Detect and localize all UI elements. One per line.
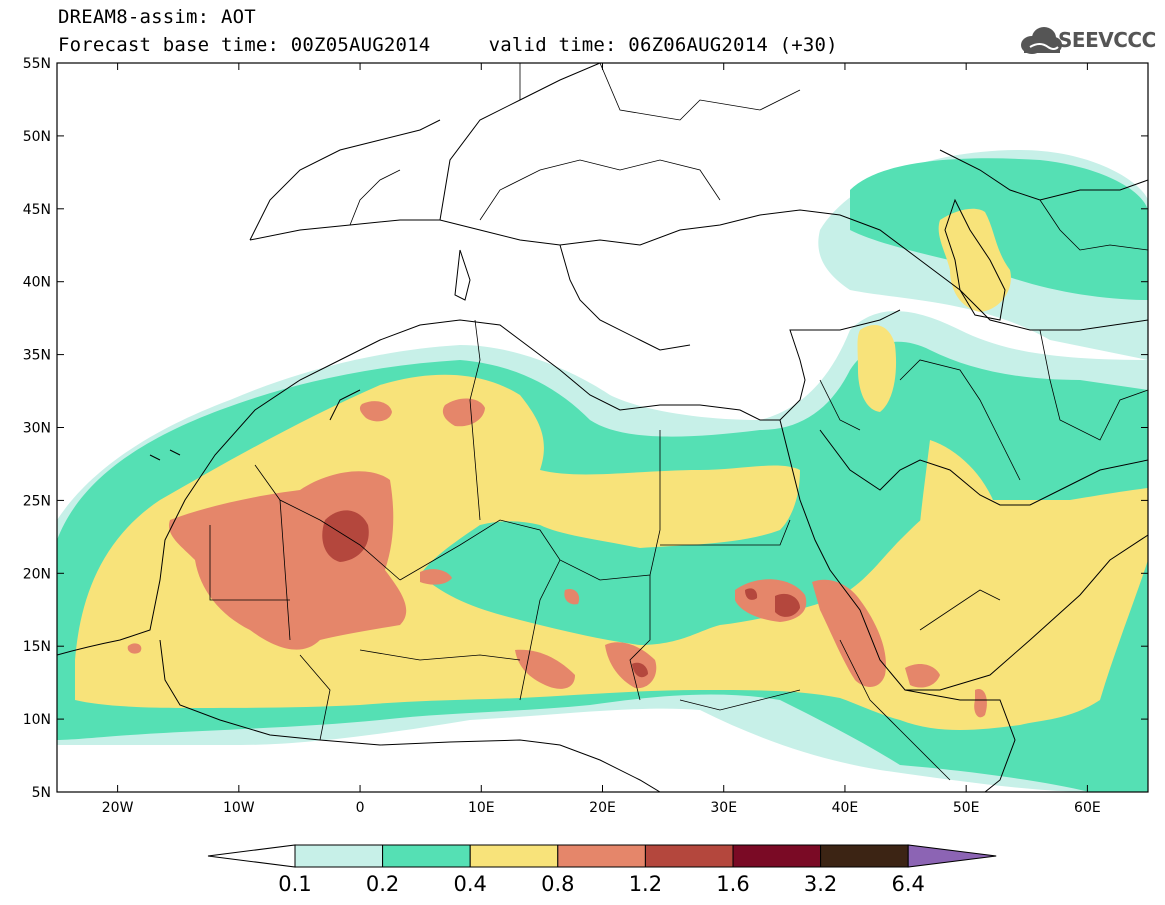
- colorbar-label: 6.4: [891, 872, 924, 896]
- y-tick-label: 35N: [23, 348, 51, 364]
- colorbar-segment: [820, 844, 909, 868]
- x-tick-label: 50E: [953, 800, 980, 816]
- map-title: DREAM8-assim: AOT: [58, 6, 256, 28]
- colorbar-high-triangle: [907, 844, 997, 868]
- x-tick-label: 10W: [223, 800, 255, 816]
- colorbar-label: 0.4: [453, 872, 486, 896]
- colorbar-segment: [732, 844, 822, 868]
- colorbar-segment: [469, 844, 559, 868]
- aot-shading: [57, 150, 1148, 792]
- forecast-time-line: Forecast base time: 00Z05AUG2014 valid t…: [58, 34, 838, 56]
- y-tick-label: 50N: [23, 129, 51, 145]
- colorbar-label: 0.8: [541, 872, 574, 896]
- colorbar-segment: [382, 844, 471, 868]
- colorbar-label: 1.2: [629, 872, 662, 896]
- y-tick-label: 25N: [23, 493, 51, 509]
- x-tick-label: 60E: [1074, 800, 1101, 816]
- colorbar-low-triangle: [207, 844, 296, 868]
- logo-text: SEEVCCC: [1058, 28, 1156, 52]
- x-tick-label: 30E: [710, 800, 737, 816]
- y-tick-label: 40N: [23, 275, 51, 291]
- country-borders: [209, 63, 1148, 781]
- y-tick-label: 55N: [23, 56, 51, 72]
- x-tick-label: 40E: [832, 800, 859, 816]
- cloud-logo-icon: [1021, 27, 1062, 54]
- x-tick-label: 0: [356, 800, 365, 816]
- coastlines: [57, 63, 1148, 792]
- x-tick-label: 10E: [468, 800, 495, 816]
- x-tick-label: 20W: [102, 800, 134, 816]
- y-tick-label: 10N: [23, 712, 51, 728]
- colorbar-segment: [644, 844, 734, 868]
- y-tick-label: 30N: [23, 421, 51, 437]
- colorbar-label: 0.1: [278, 872, 311, 896]
- x-axis: 20W 10W 0 10E 20E 30E 40E 50E 60E: [102, 63, 1101, 816]
- colorbar-label: 1.6: [716, 872, 749, 896]
- y-tick-label: 5N: [32, 785, 51, 801]
- y-axis: 5N 10N 15N 20N 25N 30N 35N 40N 45N 50N 55N: [23, 56, 1148, 801]
- colorbar-label: 3.2: [804, 872, 837, 896]
- y-tick-label: 15N: [23, 639, 51, 655]
- x-tick-label: 20E: [589, 800, 616, 816]
- colorbar: 0.1 0.2 0.4 0.8 1.2 1.6 3.2 6.4: [207, 844, 997, 896]
- colorbar-segment: [294, 844, 384, 868]
- colorbar-segment: [557, 844, 646, 868]
- y-tick-label: 45N: [23, 202, 51, 218]
- colorbar-label: 0.2: [366, 872, 399, 896]
- y-tick-label: 20N: [23, 566, 51, 582]
